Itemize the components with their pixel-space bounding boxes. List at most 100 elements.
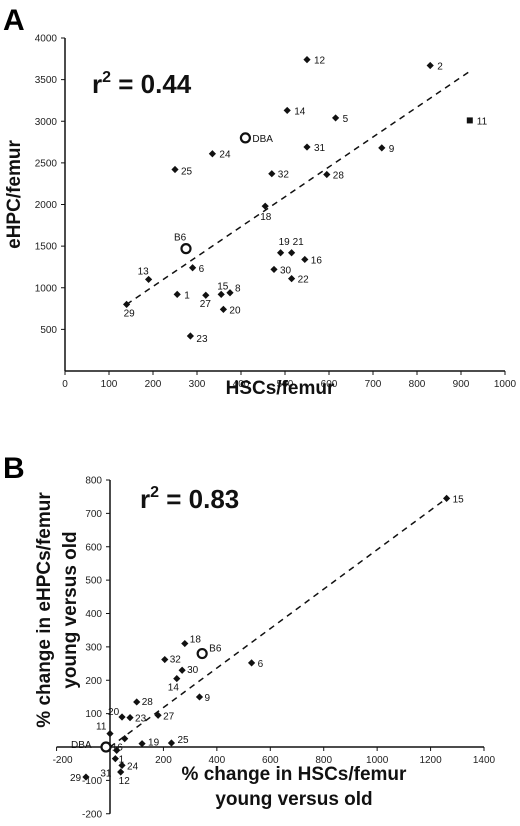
y-tick-label-b: 300 [85, 642, 102, 653]
data-point-a [270, 265, 278, 274]
data-point-a [219, 305, 227, 313]
data-point-b [106, 730, 114, 738]
data-point-label-a: 29 [124, 308, 136, 319]
y-tick-label-b: 800 [85, 476, 102, 487]
data-point-label-a: 22 [298, 275, 310, 286]
data-point-a [202, 291, 210, 299]
x-tick-label-b: -200 [53, 755, 73, 766]
data-point-b [113, 746, 121, 754]
panel-letter-b: B [3, 452, 25, 485]
data-point-a [303, 56, 311, 64]
data-point-label-b: 6 [258, 659, 264, 670]
x-tick-label-b: 600 [262, 755, 279, 766]
data-point-b [167, 739, 176, 747]
data-point-a [145, 275, 153, 284]
data-point-b [161, 655, 169, 664]
data-point-label-b: 31 [100, 769, 112, 780]
data-point-a [332, 114, 340, 122]
data-point-b [196, 647, 208, 660]
data-point-a [426, 61, 434, 70]
x-tick-label-a: 100 [101, 379, 118, 390]
data-point-a [217, 290, 225, 299]
data-point-label-a: 14 [294, 106, 306, 117]
data-point-a [180, 243, 192, 255]
data-point-label-a: 25 [181, 167, 193, 178]
scatter-chart-b: -200 200 400 600 800 1000 1200 1400-200-1001002… [34, 476, 496, 821]
x-axis-title-a: HSCs/femur [226, 378, 335, 399]
x-tick-label-a: 200 [145, 379, 162, 390]
y-tick-label-b: -200 [82, 809, 102, 820]
data-point-a [226, 289, 234, 297]
data-point-b [133, 698, 141, 706]
x-tick-label-b: 1000 [366, 755, 389, 766]
data-point-b [178, 666, 186, 674]
data-point-b [195, 693, 204, 701]
x-tick-label-a: 700 [365, 379, 382, 390]
data-point-label-b: 12 [119, 776, 131, 787]
y-tick-label-a: 4000 [35, 34, 58, 45]
data-point-label-a: 27 [200, 299, 212, 310]
data-point-label-a: 8 [235, 284, 241, 295]
data-point-a [189, 264, 197, 272]
data-point-a [186, 332, 194, 340]
data-point-label-a: 11 [477, 116, 488, 127]
y-tick-label-a: 3000 [35, 117, 58, 128]
data-point-label-b: 15 [453, 494, 465, 505]
data-point-label-a: 18 [260, 212, 272, 223]
trendline-a [126, 70, 471, 306]
data-point-a [323, 170, 331, 179]
data-point-a [173, 290, 181, 299]
x-tick-label-b: 800 [315, 755, 332, 766]
data-point-b [154, 711, 162, 719]
y-tick-label-b: 700 [85, 509, 102, 520]
r-squared-annotation-a: r2 = 0.44 [92, 69, 192, 99]
data-point-a [378, 144, 386, 152]
y-tick-label-b: 100 [85, 709, 102, 720]
data-point-a [208, 150, 216, 158]
x-tick-label-a: 900 [453, 379, 470, 390]
data-point-label-a: 28 [333, 171, 345, 182]
data-point-label-b: 25 [177, 735, 189, 746]
data-point-label-b: 19 [148, 738, 160, 749]
data-point-label-a: 9 [389, 144, 395, 155]
y-axis-title-a: eHPC/femur [4, 140, 25, 249]
data-point-a [123, 300, 131, 308]
data-point-a [288, 274, 296, 283]
data-point-label-b: 20 [108, 707, 120, 718]
x-tick-label-b: 400 [209, 755, 226, 766]
data-point-label-a: 6 [199, 264, 205, 275]
data-point-label-a: 19 [279, 237, 291, 248]
data-point-a [466, 117, 473, 124]
trendline-b [109, 497, 448, 748]
scatter-chart-a: 0 100 200 300 400 500 600 700 800 900 1000 500 1000 1… [4, 34, 517, 400]
data-point-b [118, 713, 126, 721]
data-point-label-a: 23 [196, 334, 208, 345]
data-point-b [118, 761, 126, 769]
data-point-a [288, 249, 296, 257]
data-point-label-a: 30 [280, 265, 292, 276]
x-tick-label-a: 400 [233, 379, 250, 390]
data-point-a [277, 249, 285, 257]
y-tick-label-b: 400 [85, 609, 102, 620]
data-point-label-b: 24 [127, 761, 139, 772]
data-point-a [268, 170, 276, 178]
y-tick-label-a: 1000 [35, 283, 58, 294]
data-point-label-b: 1 [119, 754, 125, 765]
y-tick-label-b: 200 [85, 676, 102, 687]
data-point-b [121, 735, 129, 743]
x-tick-label-a: 800 [409, 379, 426, 390]
data-point-label-b: 29 [70, 773, 82, 784]
y-tick-label-a: 500 [40, 325, 57, 336]
y-tick-label-b: -100 [82, 776, 102, 787]
data-point-b [117, 768, 125, 776]
data-point-b [138, 740, 146, 748]
data-point-label-a: 21 [293, 237, 305, 248]
data-point-label-a: DBA [252, 134, 273, 145]
data-point-a [239, 132, 251, 144]
x-axis-title-b: % change in HSCs/femur [182, 764, 407, 785]
data-point-b [126, 714, 134, 722]
panel-letter-a: A [3, 4, 25, 37]
data-point-label-a: 12 [314, 56, 326, 67]
x-tick-label-b: 1400 [473, 755, 496, 766]
